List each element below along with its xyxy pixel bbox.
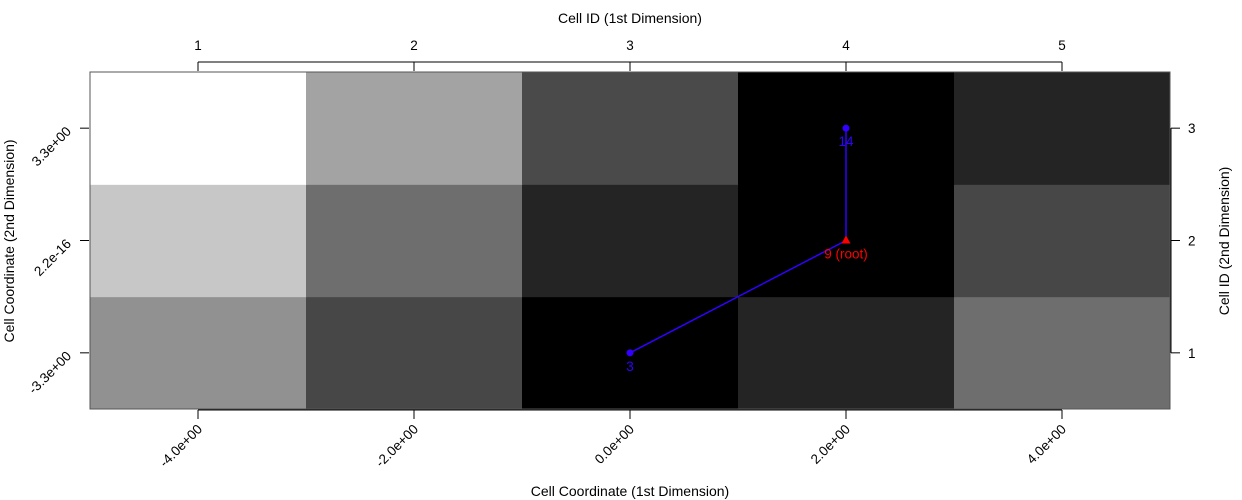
tree-overlay: 9 (root) 3 14 — [626, 124, 868, 374]
left-tick-label: -3.3e+00 — [26, 348, 75, 397]
top-tick-label: 5 — [1058, 38, 1066, 53]
right-tick-label: 1 — [1188, 346, 1196, 361]
tree-node-label: 14 — [838, 134, 854, 149]
bottom-tick-label: 0.0e+00 — [592, 422, 637, 467]
heatmap-cell — [738, 296, 955, 410]
heatmap-cell — [522, 184, 739, 298]
heatmap-cell — [306, 72, 523, 185]
heatmap-cell — [954, 184, 1171, 298]
tree-node-marker — [626, 349, 634, 357]
left-axis: -3.3e+00 2.2e-16 3.3e+00 — [26, 124, 89, 397]
tree-node-label: 3 — [626, 359, 634, 374]
heatmap-cell — [522, 72, 739, 185]
left-tick-label: 2.2e-16 — [31, 236, 74, 279]
bottom-tick-label: -2.0e+00 — [373, 422, 422, 471]
right-axis: 1 2 3 — [1170, 121, 1196, 361]
bottom-tick-label: 2.0e+00 — [808, 422, 853, 467]
top-axis-title: Cell ID (1st Dimension) — [558, 10, 702, 26]
heatmap-cell — [90, 184, 307, 298]
heatmap-cells — [90, 72, 1171, 410]
top-tick-label: 3 — [626, 38, 634, 53]
heatmap-cell — [306, 296, 523, 410]
top-tick-label: 4 — [842, 38, 850, 53]
tree-node-marker — [842, 124, 850, 132]
bottom-axis-title: Cell Coordinate (1st Dimension) — [531, 483, 729, 499]
tree-node-label: 9 (root) — [824, 247, 868, 262]
left-tick-label: 3.3e+00 — [29, 124, 74, 169]
heatmap-cell — [306, 184, 523, 298]
tree-root-marker — [841, 235, 851, 244]
top-axis: 1 2 3 4 5 — [194, 38, 1066, 71]
top-tick-label: 2 — [410, 38, 418, 53]
right-axis-title: Cell ID (2nd Dimension) — [1216, 167, 1232, 316]
bottom-tick-label: 4.0e+00 — [1024, 422, 1069, 467]
right-tick-label: 3 — [1188, 121, 1196, 136]
bottom-tick-label: -4.0e+00 — [157, 422, 206, 471]
plot-frame — [89, 71, 1171, 410]
heatmap-cell — [954, 296, 1171, 410]
top-tick-label: 1 — [194, 38, 202, 53]
tree-edge — [629, 239, 847, 354]
right-tick-label: 2 — [1188, 234, 1196, 249]
bottom-axis: -4.0e+00 -2.0e+00 0.0e+00 2.0e+00 4.0e+00 — [157, 409, 1069, 471]
heatmap-cell — [954, 72, 1171, 185]
heatmap-cell — [90, 296, 307, 410]
left-axis-title: Cell Coordinate (2nd Dimension) — [1, 139, 17, 342]
heatmap-cell — [90, 72, 307, 185]
